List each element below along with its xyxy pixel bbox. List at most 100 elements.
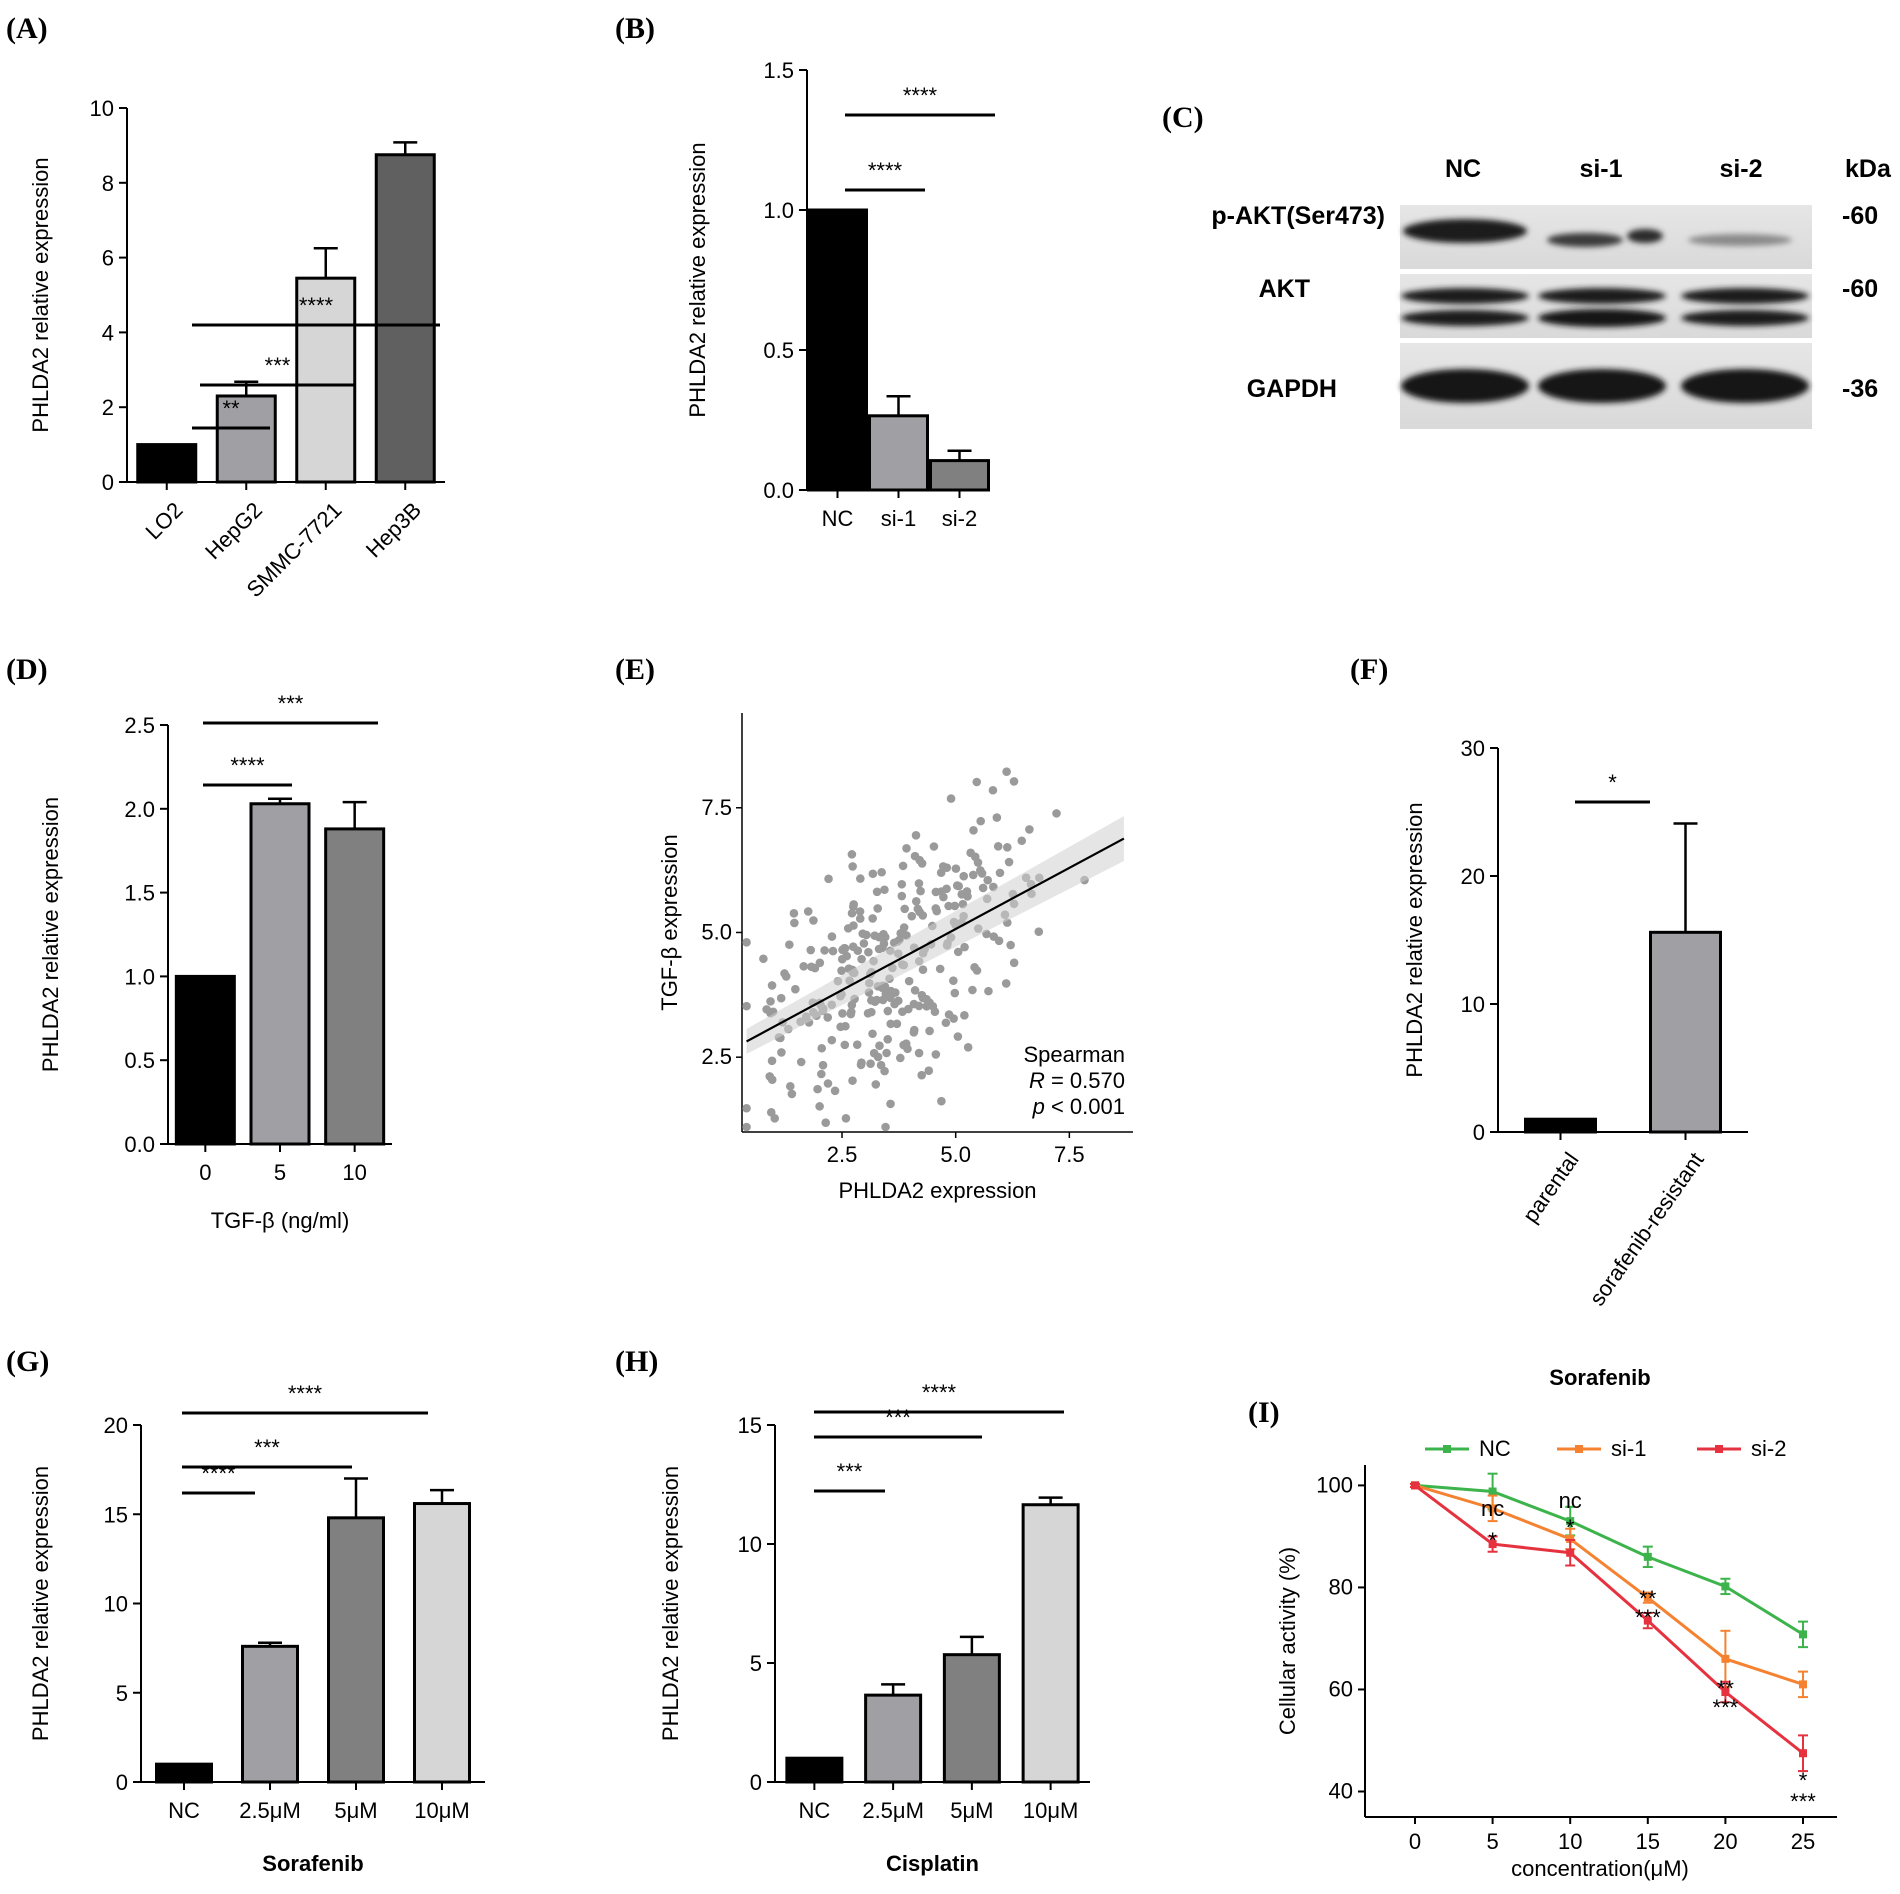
scatter-point	[910, 986, 920, 995]
significance-label: ***	[837, 1459, 863, 1484]
significance-label: ****	[230, 753, 265, 778]
data-point	[1488, 1540, 1497, 1549]
scatter-point	[944, 1010, 954, 1019]
scatter-point	[762, 1005, 771, 1014]
scatter-point	[944, 901, 953, 911]
significance-label: ***	[265, 353, 291, 378]
y-tick-label: 30	[1461, 736, 1485, 761]
scatter-point	[872, 887, 882, 897]
data-point	[1721, 1688, 1730, 1697]
y-tick-label: 10	[1461, 992, 1485, 1017]
x-tick-label: 10μM	[1023, 1798, 1078, 1823]
scatter-point	[809, 916, 818, 925]
scatter-point	[813, 1084, 822, 1094]
band-label-akt: AKT	[1259, 275, 1310, 303]
scatter-point	[911, 830, 921, 840]
scatter-point	[907, 911, 917, 921]
x-tick-label: 0	[1409, 1829, 1421, 1854]
scatter-point	[742, 1103, 751, 1113]
y-tick-label: 1.0	[124, 964, 155, 989]
scatter-point	[935, 964, 945, 974]
scatter-point	[1001, 979, 1011, 988]
x-axis-label: Sorafenib	[262, 1851, 363, 1876]
scatter-point	[916, 886, 925, 896]
panel-e-label: (E)	[615, 653, 655, 686]
y-axis-label: PHLDA2 relative expression	[38, 797, 63, 1072]
confidence-band	[746, 816, 1124, 1054]
data-point	[1799, 1749, 1807, 1758]
scatter-point	[841, 1113, 851, 1123]
panel-d-label: (D)	[6, 653, 48, 686]
panel-h-label: (H)	[615, 1345, 658, 1378]
y-axis-label: TGF-β expression	[657, 834, 682, 1010]
x-axis-label: Cisplatin	[886, 1851, 979, 1876]
y-tick-label: 2.0	[124, 797, 155, 822]
scatter-point	[823, 1013, 833, 1022]
x-tick-label: 10	[342, 1160, 366, 1185]
scatter-point	[1052, 809, 1061, 818]
y-axis-label: PHLDA2 relative expression	[685, 142, 710, 417]
scatter-point	[820, 946, 829, 955]
scatter-point	[950, 988, 960, 998]
scatter-point	[843, 924, 853, 933]
scatter-point	[960, 942, 969, 952]
x-axis-label: TGF-β (ng/ml)	[211, 1208, 350, 1233]
scatter-point	[867, 1007, 876, 1017]
y-tick-label: 5	[750, 1651, 762, 1676]
scatter-point	[946, 794, 956, 803]
scatter-point	[879, 939, 889, 949]
scatter-point	[1002, 767, 1011, 776]
scatter-point	[767, 1075, 777, 1084]
scatter-point	[984, 986, 993, 996]
y-tick-label: 10	[738, 1532, 762, 1557]
legend-marker	[1575, 1445, 1583, 1453]
lane-label-si1: si-1	[1579, 155, 1622, 183]
scatter-point	[972, 777, 982, 787]
scatter-point	[897, 891, 907, 901]
x-tick-label: 5	[1486, 1829, 1498, 1854]
data-point	[1721, 1582, 1730, 1591]
scatter-point	[959, 871, 969, 881]
y-tick-label: 100	[1316, 1472, 1353, 1497]
scatter-point	[876, 1060, 886, 1070]
scatter-point	[909, 1027, 919, 1037]
x-tick-label: si-1	[881, 506, 916, 531]
bar	[929, 459, 990, 492]
scatter-point	[785, 940, 794, 949]
scatter-point	[966, 848, 975, 858]
x-tick-label: LO2	[141, 497, 188, 544]
panel-a-label: (A)	[6, 12, 48, 45]
significance-label: ****	[299, 293, 334, 318]
data-point	[1488, 1487, 1497, 1496]
blot-akt	[1400, 274, 1812, 338]
y-axis-label: PHLDA2 relative expression	[658, 1466, 683, 1741]
scatter-point	[960, 1011, 969, 1020]
panel-c-label: (C)	[1162, 101, 1204, 134]
scatter-point	[879, 929, 888, 939]
scatter-point	[968, 985, 977, 995]
y-tick-label: 20	[104, 1413, 128, 1438]
y-axis-label: PHLDA2 relative expression	[1402, 802, 1427, 1077]
scatter-point	[873, 904, 882, 913]
scatter-point	[742, 1001, 751, 1011]
data-point	[1411, 1481, 1419, 1490]
scatter-point	[1004, 857, 1014, 867]
scatter-point	[853, 946, 863, 956]
y-tick-label: 15	[104, 1502, 128, 1527]
panel-a: (A) 0 2 4 6 8 10 PHLDA2 relative expression LO2 H…	[6, 12, 445, 602]
scatter-point	[953, 947, 963, 957]
scatter-point	[877, 867, 886, 877]
scatter-point	[742, 938, 751, 947]
series-si-1	[1410, 1481, 1808, 1699]
scatter-point	[983, 875, 993, 885]
annotation-si2: ***	[1790, 1789, 1816, 1814]
bar	[374, 153, 436, 484]
bar	[868, 414, 929, 492]
scatter-point	[898, 861, 908, 871]
y-tick-label: 0.5	[124, 1048, 155, 1073]
data-point	[1566, 1517, 1575, 1526]
bar	[327, 1516, 385, 1784]
y-tick-label: 0	[116, 1770, 128, 1795]
annotation-si2: ***	[1713, 1695, 1739, 1720]
y-tick-label: 2	[102, 395, 114, 420]
